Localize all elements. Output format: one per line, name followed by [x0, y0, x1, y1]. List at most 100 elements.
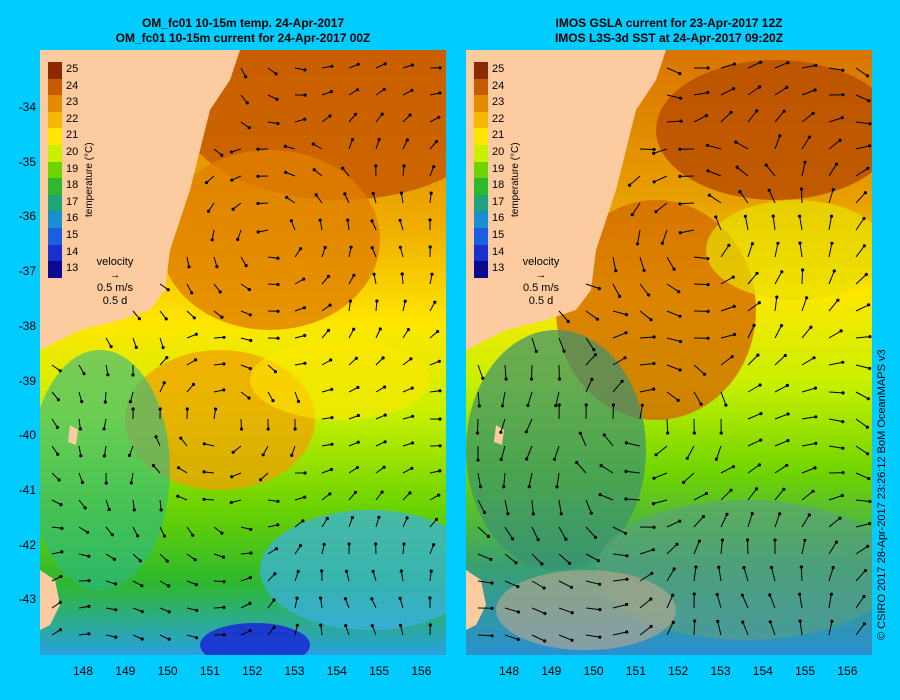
current-arrow — [372, 193, 377, 204]
current-arrow-head — [516, 610, 520, 614]
x-tick-label: 152 — [668, 664, 689, 678]
current-arrow — [129, 391, 134, 402]
current-arrow-head — [840, 116, 844, 120]
current-arrow — [626, 442, 641, 447]
current-arrow-head — [202, 470, 206, 474]
x-tick-label: 153 — [710, 664, 731, 678]
current-arrow-head — [543, 611, 547, 616]
right-map-panel — [466, 50, 872, 655]
current-arrow-head — [735, 165, 739, 169]
current-arrow-head — [346, 218, 350, 222]
current-arrow — [51, 445, 59, 455]
y-tick-label: -34 — [18, 100, 36, 114]
current-arrow-head — [244, 75, 248, 79]
current-arrow — [371, 625, 377, 636]
current-arrow-head — [801, 268, 805, 272]
current-arrow-head — [704, 114, 709, 118]
current-arrow-head — [590, 377, 594, 381]
current-arrow-head — [798, 241, 802, 245]
current-arrow — [258, 229, 269, 233]
current-arrow — [375, 139, 380, 150]
current-arrow-head — [167, 637, 171, 641]
current-arrow-head — [437, 493, 441, 497]
current-arrow-head — [529, 377, 534, 381]
current-arrow-head — [510, 537, 515, 541]
colorbar-label: 15 — [66, 229, 79, 241]
current-arrow — [105, 499, 110, 510]
current-arrow — [321, 247, 326, 258]
x-tick-label: 149 — [115, 664, 136, 678]
current-arrow — [680, 229, 695, 234]
current-arrow — [527, 391, 533, 406]
current-arrow — [855, 336, 870, 339]
current-arrow-head — [162, 534, 166, 538]
current-arrow-head — [438, 91, 442, 95]
current-arrow-head — [372, 272, 376, 276]
current-arrow-head — [660, 241, 664, 245]
current-arrow-head — [652, 525, 656, 529]
current-arrow-head — [383, 385, 387, 389]
current-arrow — [204, 443, 215, 447]
current-arrow — [855, 570, 866, 582]
current-arrow-head — [330, 442, 334, 446]
current-arrow-head — [343, 597, 347, 601]
colorbar-label: 18 — [66, 179, 79, 192]
current-arrow-head — [408, 113, 412, 117]
current-arrow-head — [295, 623, 299, 627]
current-arrow-head — [706, 66, 710, 70]
current-arrow-head — [222, 633, 226, 637]
current-arrow — [855, 304, 869, 312]
velocity-duration: 0.5 d — [528, 295, 554, 307]
current-arrow-head — [775, 295, 779, 299]
current-arrow-head — [868, 366, 872, 370]
current-arrow-head — [403, 299, 407, 303]
x-tick-label: 150 — [583, 664, 604, 678]
current-arrow — [105, 553, 115, 560]
current-arrow — [477, 634, 493, 637]
current-arrow-head — [276, 256, 280, 260]
current-arrow — [429, 494, 439, 501]
current-arrow — [186, 310, 195, 319]
current-arrow-head — [799, 187, 803, 191]
left-land-island — [68, 425, 78, 445]
colorbar-cell — [48, 111, 62, 129]
colorbar-label: 13 — [66, 262, 79, 275]
current-arrow — [801, 467, 816, 474]
current-arrow-head — [274, 72, 278, 76]
x-tick-label: 156 — [411, 664, 432, 678]
current-arrow-head — [194, 358, 198, 362]
current-arrow — [769, 594, 776, 609]
current-arrow-head — [731, 87, 736, 91]
current-arrow-head — [768, 620, 772, 624]
current-arrow — [666, 594, 674, 609]
current-arrow-head — [611, 403, 615, 407]
current-arrow-head — [602, 433, 606, 437]
current-arrow-head — [504, 377, 508, 381]
current-arrow-head — [271, 399, 275, 403]
current-arrow — [747, 61, 761, 69]
current-arrow-head — [862, 594, 866, 599]
current-arrow — [294, 335, 305, 339]
current-arrow — [693, 391, 702, 405]
current-arrow-head — [428, 245, 432, 249]
current-arrow — [666, 391, 679, 401]
current-arrow — [666, 120, 682, 123]
current-arrow — [801, 64, 816, 69]
current-arrow — [402, 114, 411, 123]
current-arrow-head — [249, 338, 253, 343]
current-arrow-head — [138, 559, 142, 563]
current-arrow-head — [329, 467, 333, 472]
current-arrow — [855, 472, 870, 480]
current-arrow — [774, 271, 783, 285]
current-arrow-head — [370, 597, 374, 601]
current-arrow — [585, 553, 599, 562]
current-arrow-head — [707, 193, 711, 197]
current-arrow-head — [59, 503, 63, 507]
current-arrow-head — [80, 480, 85, 484]
current-arrow — [666, 520, 680, 528]
current-arrow — [375, 88, 385, 96]
right-land-mainland — [466, 50, 666, 350]
current-arrow — [558, 607, 573, 614]
current-arrow — [693, 620, 696, 636]
current-arrow-head — [543, 639, 547, 643]
